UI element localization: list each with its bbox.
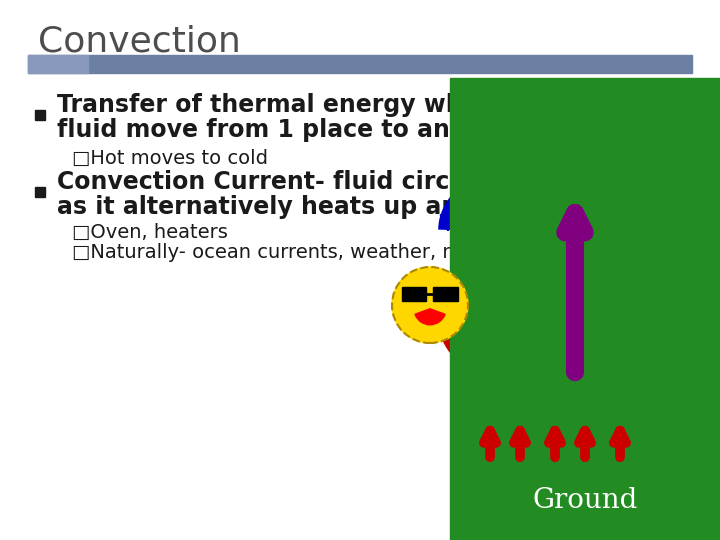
Text: Convection Current- fluid circulates in a loop: Convection Current- fluid circulates in …	[57, 170, 655, 194]
Circle shape	[655, 191, 685, 221]
Text: □Hot moves to cold: □Hot moves to cold	[72, 148, 268, 167]
Text: Transfer of thermal energy when particles of a: Transfer of thermal energy when particle…	[57, 93, 679, 117]
Circle shape	[631, 183, 669, 221]
Bar	[28, 55, 692, 73]
Circle shape	[629, 211, 655, 237]
Text: as it alternatively heats up and cools down: as it alternatively heats up and cools d…	[57, 195, 632, 219]
Bar	[35, 187, 45, 197]
Circle shape	[614, 194, 646, 226]
Circle shape	[392, 267, 468, 343]
Bar	[450, 78, 720, 540]
Text: fluid move from 1 place to another: fluid move from 1 place to another	[57, 118, 522, 142]
Text: Convection: Convection	[38, 25, 241, 59]
Text: □Oven, heaters: □Oven, heaters	[72, 222, 228, 241]
Text: □Naturally- ocean currents, weather, molten rock: □Naturally- ocean currents, weather, mol…	[72, 242, 559, 261]
Wedge shape	[415, 309, 445, 325]
Bar	[28, 55, 88, 73]
Bar	[35, 110, 45, 120]
Bar	[402, 287, 426, 301]
Circle shape	[648, 210, 672, 234]
Bar	[433, 287, 458, 301]
Text: Ground: Ground	[532, 487, 638, 514]
